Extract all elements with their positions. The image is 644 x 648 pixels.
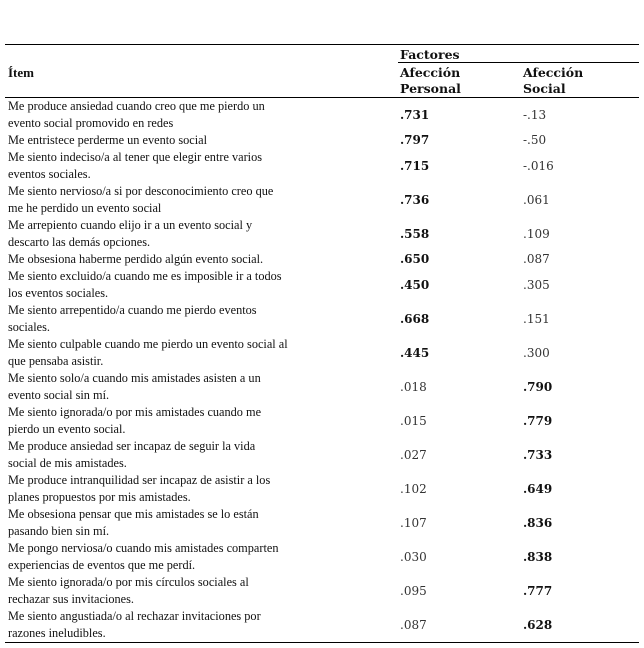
social-loading: .790 — [523, 379, 553, 394]
item-text: Me siento angustiada/o al rechazar invit… — [8, 609, 261, 640]
personal-loading: .668 — [400, 311, 430, 326]
table-row: Me produce ansiedad cuando creo que me p… — [5, 98, 639, 132]
table-row: Me siento solo/a cuando mis amistades as… — [5, 370, 639, 404]
table-row: Me produce ansiedad ser incapaz de segui… — [5, 438, 639, 472]
table-row: Me siento indeciso/a al tener que elegir… — [5, 149, 639, 183]
table-row: Me arrepiento cuando elijo ir a un event… — [5, 217, 639, 251]
item-text: Me siento ignorada/o por mis círculos so… — [8, 575, 249, 606]
table-row: Me entristece perderme un evento social.… — [5, 132, 639, 149]
personal-loading: .107 — [400, 515, 427, 530]
item-text: Me pongo nerviosa/o cuando mis amistades… — [8, 541, 279, 572]
personal-loading: .018 — [400, 379, 427, 394]
social-loading: .087 — [523, 252, 550, 266]
personal-loading: .797 — [400, 133, 430, 147]
social-loading: .151 — [523, 311, 550, 326]
personal-loading: .015 — [400, 413, 427, 428]
item-text: Me produce ansiedad cuando creo que me p… — [8, 99, 265, 130]
item-text: Me produce intranquilidad ser incapaz de… — [8, 473, 271, 504]
table-row: Me siento angustiada/o al rechazar invit… — [5, 608, 639, 642]
personal-loading: .736 — [400, 192, 430, 207]
item-text: Me entristece perderme un evento social — [8, 133, 208, 147]
item-text: Me produce ansiedad ser incapaz de segui… — [8, 439, 256, 470]
header-item: Ítem — [8, 65, 34, 80]
header-social: Afección Social — [523, 65, 584, 96]
personal-loading: .087 — [400, 617, 427, 632]
social-loading: .836 — [523, 515, 553, 530]
table-row: Me siento ignorada/o por mis amistades c… — [5, 404, 639, 438]
table-row: Me pongo nerviosa/o cuando mis amistades… — [5, 540, 639, 574]
personal-loading: .650 — [400, 252, 430, 266]
social-loading: .838 — [523, 549, 553, 564]
item-text: Me obsesiona pensar que mis amistades se… — [8, 507, 259, 538]
social-loading: .300 — [523, 345, 550, 360]
table-row: Me siento excluido/a cuando me es imposi… — [5, 268, 639, 302]
table-row: Me obsesiona haberme perdido algún event… — [5, 251, 639, 268]
table-row: Me siento arrepentido/a cuando me pierdo… — [5, 302, 639, 336]
item-text: Me siento solo/a cuando mis amistades as… — [8, 371, 261, 402]
social-loading: .628 — [523, 617, 553, 632]
table-row: Me siento culpable cuando me pierdo un e… — [5, 336, 639, 370]
social-loading: .777 — [523, 583, 553, 598]
social-loading: -.50 — [523, 133, 547, 147]
social-loading: .779 — [523, 413, 553, 428]
social-loading: -.13 — [523, 107, 547, 122]
factors-rule — [398, 62, 639, 63]
table-row: Me siento ignorada/o por mis círculos so… — [5, 574, 639, 608]
social-loading: .733 — [523, 447, 553, 462]
personal-loading: .027 — [400, 447, 427, 462]
table-row: Me siento nervioso/a si por desconocimie… — [5, 183, 639, 217]
item-text: Me obsesiona haberme perdido algún event… — [8, 252, 264, 266]
table-row: Me produce intranquilidad ser incapaz de… — [5, 472, 639, 506]
header-factors: Factores — [400, 47, 460, 62]
factor-loadings-table: Ítem Factores Afección Personal Afección… — [5, 44, 639, 643]
table-header: Ítem Factores Afección Personal Afección… — [5, 45, 639, 98]
personal-loading: .445 — [400, 345, 430, 360]
item-text: Me arrepiento cuando elijo ir a un event… — [8, 218, 253, 249]
personal-loading: .731 — [400, 107, 430, 122]
social-loading: .061 — [523, 192, 550, 207]
item-text: Me siento indeciso/a al tener que elegir… — [8, 150, 263, 181]
social-loading: -.016 — [523, 158, 554, 173]
personal-loading: .095 — [400, 583, 427, 598]
item-text: Me siento culpable cuando me pierdo un e… — [8, 337, 288, 368]
header-personal: Afección Personal — [400, 65, 461, 96]
item-text: Me siento ignorada/o por mis amistades c… — [8, 405, 262, 436]
item-text: Me siento arrepentido/a cuando me pierdo… — [8, 303, 257, 334]
personal-loading: .102 — [400, 481, 427, 496]
social-loading: .305 — [523, 277, 550, 292]
personal-loading: .715 — [400, 158, 430, 173]
personal-loading: .450 — [400, 277, 430, 292]
item-text: Me siento excluido/a cuando me es imposi… — [8, 269, 282, 300]
item-text: Me siento nervioso/a si por desconocimie… — [8, 184, 274, 215]
personal-loading: .030 — [400, 549, 427, 564]
social-loading: .649 — [523, 481, 553, 496]
table-row: Me obsesiona pensar que mis amistades se… — [5, 506, 639, 540]
personal-loading: .558 — [400, 226, 430, 241]
social-loading: .109 — [523, 226, 550, 241]
table-body: Me produce ansiedad cuando creo que me p… — [5, 98, 639, 642]
